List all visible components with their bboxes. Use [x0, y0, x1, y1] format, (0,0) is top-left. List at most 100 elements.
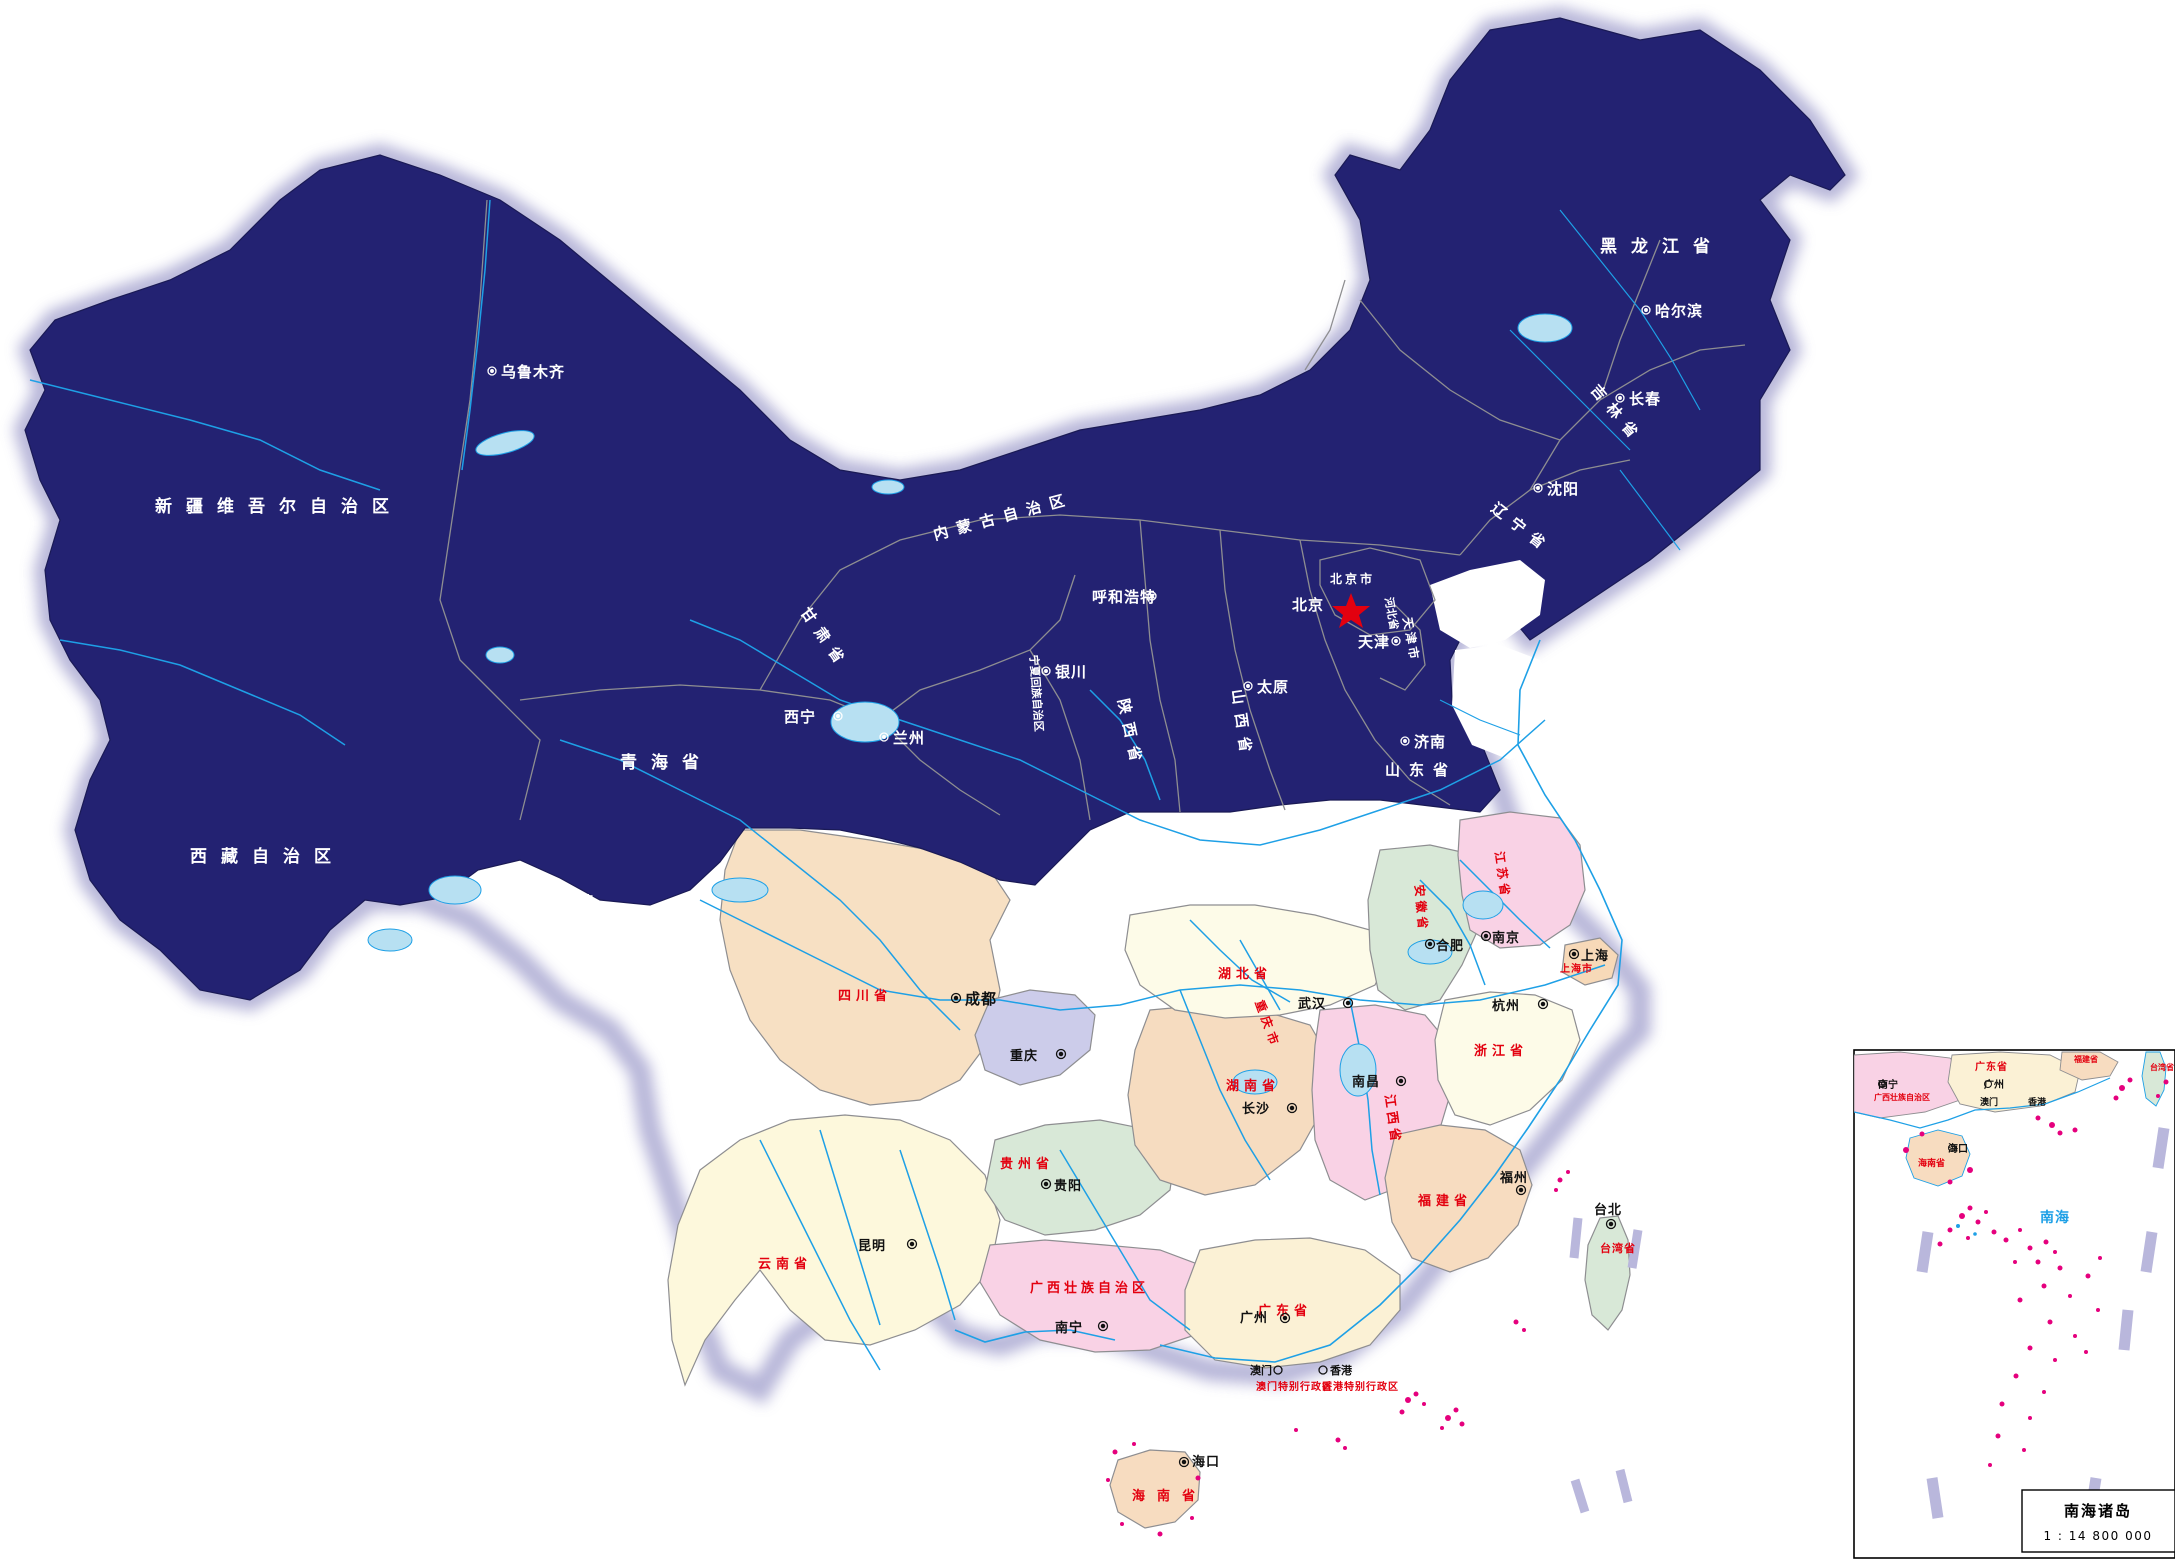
city-label-shenyang: 沈阳	[1547, 480, 1579, 498]
city-label-zhengzhou: 郑州	[1222, 821, 1254, 839]
plain-provinces-layer	[667, 811, 1631, 1529]
province-chongqing[interactable]	[974, 989, 1096, 1086]
city-label-lasa: 拉萨	[562, 893, 594, 911]
province-guizhou[interactable]	[984, 1119, 1176, 1236]
city-label-xining: 西宁	[784, 708, 816, 726]
capital-marker-beijing[interactable]	[1332, 593, 1370, 628]
highlight-mass[interactable]	[24, 17, 1846, 1001]
city-label-nanjing: 南京	[1492, 930, 1520, 946]
inset-label-nanhai-sea: 南海	[2040, 1209, 2070, 1226]
city-markers-dark	[906, 930, 1617, 1468]
city-label-wulumuqi: 乌鲁木齐	[501, 363, 565, 381]
city-label-beijing: 北京	[1292, 596, 1324, 614]
label-xinjiang: 新疆维吾尔自治区	[155, 496, 403, 517]
city-label-haerbin: 哈尔滨	[1655, 302, 1703, 320]
province-jiangsu[interactable]	[1457, 811, 1586, 949]
label-shandong: 山东省	[1385, 761, 1457, 779]
inset-island-dots	[1903, 1077, 2169, 1499]
label-hubei: 湖北省	[1218, 966, 1272, 982]
inset-map-nanhai[interactable]: 广东省 广西壮族自治区 台湾省 福建省 海南省 南宁 广州 澳门 香港 海口 南…	[1853, 1049, 2175, 1559]
inset-label-guangdong: 广东省	[1975, 1060, 2008, 1073]
inset-city-aomen: 澳门	[1980, 1096, 1998, 1108]
province-guangdong[interactable]	[1184, 1237, 1401, 1369]
city-label-hangzhou: 杭州	[1492, 998, 1520, 1014]
inset-scale-box: 南海诸岛 1 : 14 800 000	[2021, 1489, 2175, 1553]
inset-scale-value: 1 : 14 800 000	[2043, 1529, 2152, 1543]
inset-city-xianggang: 香港	[2027, 1096, 2047, 1108]
label-guangdong: 广东省	[1258, 1303, 1312, 1319]
label-sichuan: 四川省	[838, 988, 892, 1004]
city-label-changsha: 长沙	[1242, 1101, 1270, 1117]
inset-reef-dots	[1956, 1224, 1977, 1236]
province-yunnan[interactable]	[667, 1114, 1001, 1387]
city-label-tianjin: 天津	[1358, 633, 1390, 651]
city-markers	[487, 305, 1651, 906]
label-ningxia: 宁夏回族自治区	[1027, 654, 1046, 732]
city-label-changchun: 长春	[1629, 390, 1661, 408]
inset-label-taiwan: 台湾省	[2150, 1062, 2174, 1072]
city-label-wuhan: 武汉	[1298, 996, 1326, 1012]
city-label-aomen: 澳门	[1250, 1363, 1272, 1377]
nine-dash-line-main	[1569, 1217, 1643, 1514]
label-hainan: 海南省	[1132, 1488, 1207, 1504]
label-guizhou: 贵州省	[1000, 1156, 1054, 1172]
city-label-taibei: 台北	[1594, 1202, 1622, 1218]
province-boundaries	[439, 199, 1746, 821]
city-label-guangzhou: 广州	[1240, 1310, 1268, 1326]
coastline	[954, 639, 1623, 1363]
label-hunan: 湖南省	[1226, 1078, 1280, 1094]
south-sea-islands-main	[1106, 1170, 1570, 1537]
city-label-haikou: 海口	[1192, 1454, 1220, 1470]
label-xianggang: 香港特别行政区	[1322, 1380, 1399, 1393]
label-jiangxi: 江西省	[1381, 1093, 1404, 1146]
inset-taiwan-shape	[2141, 1051, 2167, 1107]
city-label-xianggang: 香港	[1329, 1363, 1353, 1377]
inset-city-haikou: 海口	[1948, 1142, 1968, 1155]
label-qinghai: 青海省	[620, 752, 713, 773]
label-beijing: 北京市	[1330, 571, 1375, 586]
label-anhui: 安徽省	[1412, 884, 1431, 933]
hydrography	[29, 199, 1701, 1371]
city-label-hefei: 合肥	[1436, 938, 1464, 954]
label-taiwan: 台湾省	[1600, 1241, 1636, 1255]
province-zhejiang[interactable]	[1434, 991, 1581, 1126]
label-hebei: 河北省	[1382, 596, 1402, 631]
inset-label-fujian: 福建省	[2073, 1054, 2098, 1064]
city-label-jinan: 济南	[1414, 733, 1446, 751]
city-label-taiyuan: 太原	[1257, 678, 1289, 696]
inset-scale-title: 南海诸岛	[2064, 1502, 2132, 1520]
city-label-yinchuan: 银川	[1055, 663, 1087, 681]
label-yunnan: 云南省	[758, 1256, 812, 1272]
bohai-bay	[1430, 560, 1545, 648]
label-aomen: 澳门特别行政区	[1256, 1380, 1333, 1393]
city-label-guiyang: 贵阳	[1054, 1178, 1082, 1194]
city-label-chengdu: 成都	[965, 990, 997, 1008]
inset-fujian-shape	[2059, 1051, 2119, 1081]
province-taiwan[interactable]	[1584, 1215, 1631, 1331]
province-fujian[interactable]	[1384, 1124, 1533, 1273]
city-label-lanzhou: 兰州	[893, 729, 925, 747]
inset-label-hainan: 海南省	[1918, 1157, 1945, 1169]
label-jiangsu: 江苏省	[1492, 850, 1514, 900]
label-shanghai: 上海市	[1560, 962, 1593, 975]
cities-layer: 北京 天津 哈尔滨 长春 沈阳 呼和浩特 银川 兰州 西宁 乌鲁木齐 拉萨 西安…	[487, 302, 1703, 1470]
label-xizang: 西藏自治区	[190, 846, 345, 867]
label-henan: 河南省	[1185, 852, 1257, 870]
inset-frame	[1853, 1049, 2175, 1559]
inset-city-guangzhou: 广州	[1984, 1078, 2004, 1091]
label-fujian: 福建省	[1417, 1193, 1472, 1209]
city-label-nanning: 南宁	[1055, 1320, 1083, 1336]
city-label-nanchang: 南昌	[1352, 1074, 1380, 1090]
label-zhejiang: 浙江省	[1474, 1043, 1528, 1059]
city-label-fuzhou: 福州	[1499, 1170, 1528, 1186]
inset-coastline	[1854, 1077, 2111, 1129]
city-label-shanghai: 上海	[1581, 948, 1609, 964]
inset-hainan-shape	[1905, 1129, 1971, 1187]
label-heilongjiang: 黑龙江省	[1600, 236, 1724, 257]
province-hainan[interactable]	[1109, 1449, 1201, 1529]
inset-city-nanning: 南宁	[1878, 1078, 1898, 1091]
label-guangxi: 广西壮族自治区	[1030, 1280, 1149, 1296]
city-label-chongqing: 重庆	[1010, 1048, 1038, 1064]
